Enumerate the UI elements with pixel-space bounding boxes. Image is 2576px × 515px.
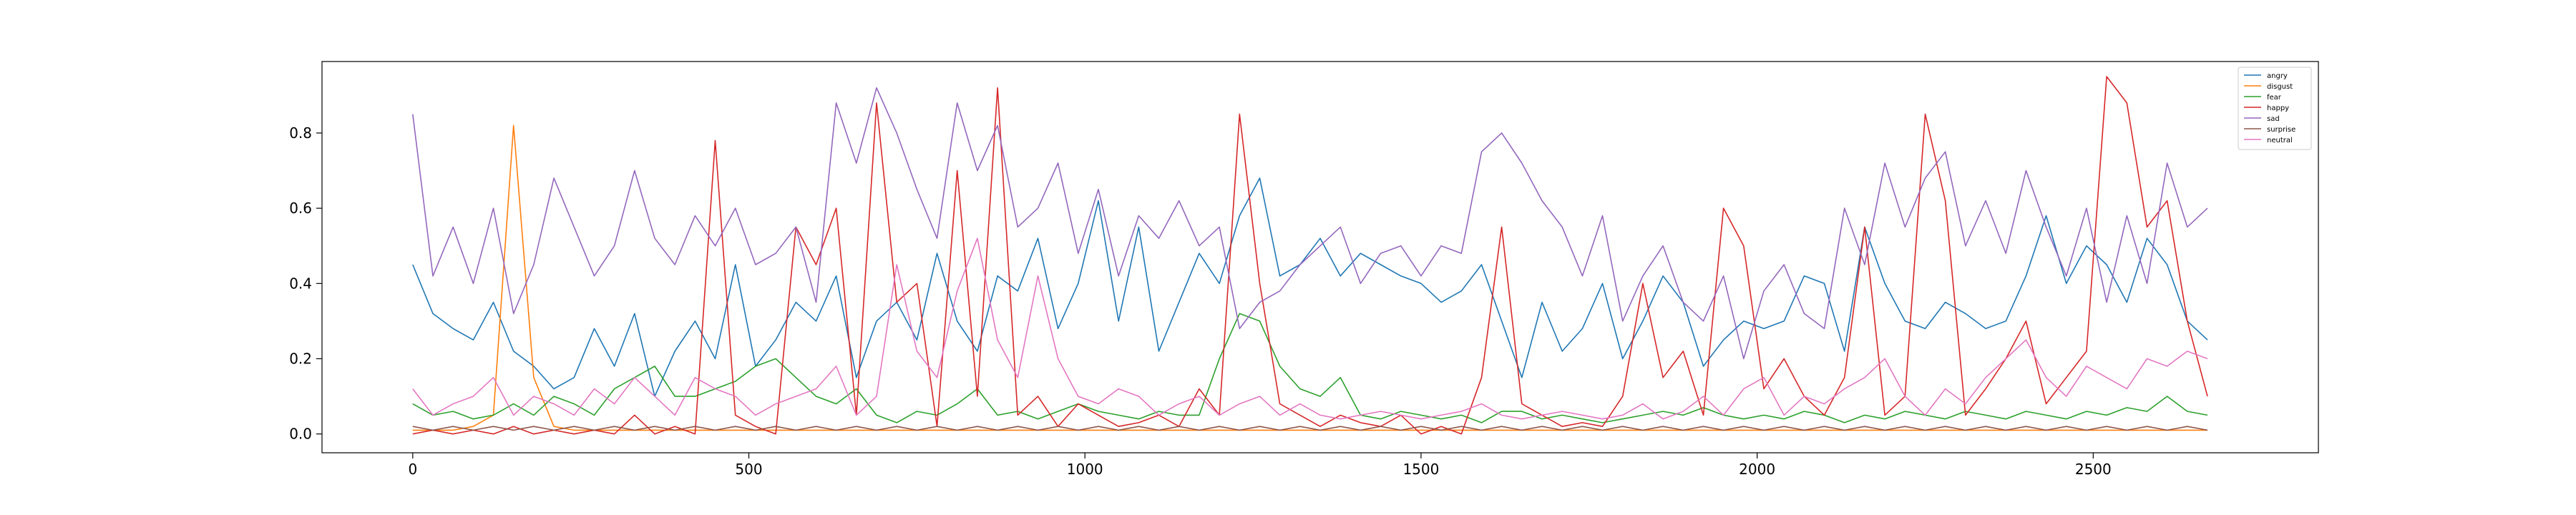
x-tick-label: 500 xyxy=(735,461,762,478)
series-line-neutral xyxy=(412,237,2208,420)
x-tick-label: 0 xyxy=(408,461,417,478)
legend-label-disgust: disgust xyxy=(2267,83,2293,91)
x-tick-label: 1000 xyxy=(1067,461,1103,478)
plot-area xyxy=(322,62,2318,453)
plot-frame xyxy=(321,61,2319,453)
y-tick-label: 0.0 xyxy=(289,426,312,443)
y-tick-label: 0.4 xyxy=(289,275,312,292)
y-axis: 0.0 0.2 0.4 0.6 0.8 xyxy=(289,124,322,443)
series-line-disgust xyxy=(412,124,2207,431)
x-tick-label: 1500 xyxy=(1402,461,1439,478)
series-line-angry xyxy=(412,177,2208,397)
legend: angry disgust fear happy sad surprise neutral xyxy=(2238,67,2312,150)
legend-label-angry: angry xyxy=(2267,72,2288,80)
y-tick-label: 0.2 xyxy=(289,350,312,368)
series-line-surprise xyxy=(412,426,2208,431)
legend-label-sad: sad xyxy=(2267,115,2280,123)
y-tick-label: 0.8 xyxy=(289,124,312,142)
legend-label-fear: fear xyxy=(2267,94,2282,102)
series-line-happy xyxy=(412,76,2208,435)
legend-label-neutral: neutral xyxy=(2267,137,2293,144)
legend-label-surprise: surprise xyxy=(2267,126,2296,134)
series-layer xyxy=(412,76,2208,435)
x-tick-label: 2500 xyxy=(2075,461,2112,478)
y-tick-label: 0.6 xyxy=(289,200,312,217)
x-axis: 0 500 1000 1500 2000 2500 xyxy=(408,453,2112,478)
series-line-fear xyxy=(412,313,2208,423)
x-tick-label: 2000 xyxy=(1739,461,1775,478)
series-line-sad xyxy=(412,87,2208,360)
legend-label-happy: happy xyxy=(2267,104,2289,112)
